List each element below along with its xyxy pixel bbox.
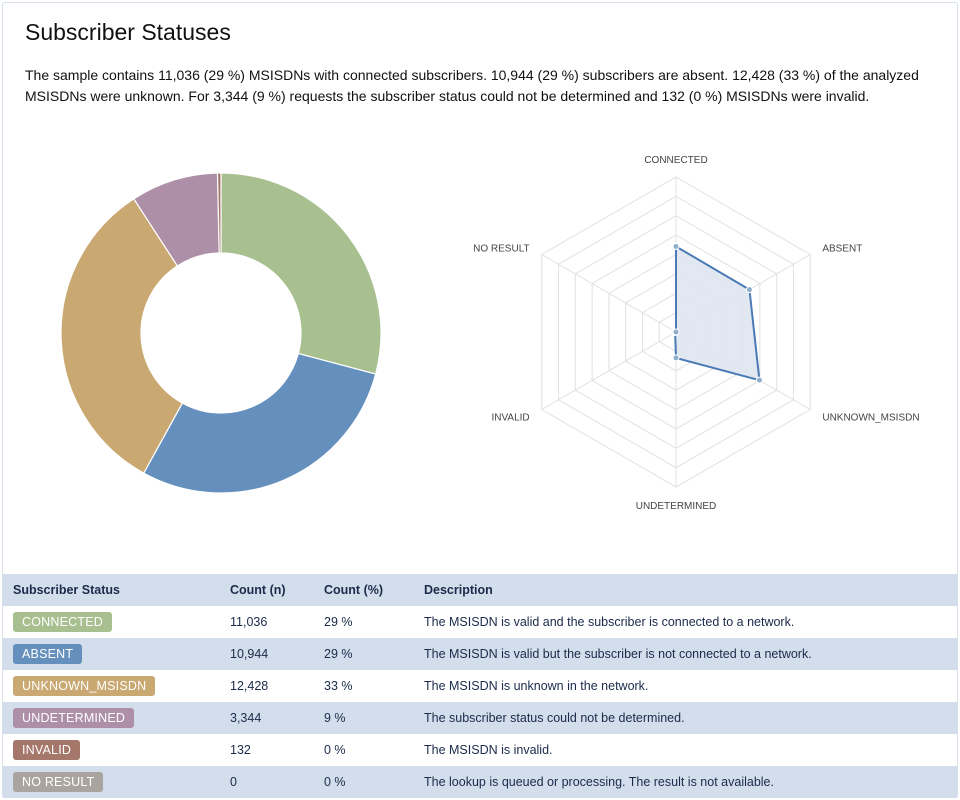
table-row: UNKNOWN_MSISDN 12,428 33 % The MSISDN is… [3, 670, 957, 702]
status-badge: NO RESULT [13, 772, 104, 792]
radar-axis-label: UNDETERMINED [636, 501, 717, 512]
status-badge: ABSENT [13, 644, 83, 664]
donut-slice-absent[interactable] [142, 352, 377, 494]
radar-axis-label: INVALID [491, 413, 529, 424]
radar-series-area [674, 244, 761, 382]
status-cell: INVALID [3, 734, 230, 766]
radar-axis-label: UNKNOWN_MSISDN [822, 413, 919, 424]
donut-slice-invalid[interactable] [216, 172, 222, 254]
radar-axis-label: NO RESULT [473, 244, 530, 255]
table-row: INVALID 132 0 % The MSISDN is invalid. [3, 734, 957, 766]
count-cell: 10,944 [230, 638, 324, 670]
donut-slice-connected[interactable] [220, 172, 382, 375]
percent-cell: 9 % [324, 702, 424, 734]
percent-cell: 33 % [324, 679, 353, 693]
radar-point-no-result[interactable] [672, 328, 680, 336]
table-header-row: Subscriber Status Count (n) Count (%) De… [3, 574, 957, 606]
donut-chart [60, 172, 382, 494]
count-cell: 132 [230, 743, 251, 757]
status-cell: CONNECTED [3, 606, 230, 638]
count-cell: 12,428 [230, 679, 269, 693]
percent-cell: 0 % [324, 766, 424, 798]
radar-axis-label: ABSENT [822, 244, 862, 255]
radar-axis [541, 331, 677, 410]
count-cell: 3,344 [230, 702, 324, 734]
table-row: CONNECTED 11,036 29 % The MSISDN is vali… [3, 606, 957, 638]
description-cell: The MSISDN is unknown in the network. [424, 679, 649, 693]
description-cell: The MSISDN is valid but the subscriber i… [424, 638, 957, 670]
status-cell: ABSENT [3, 638, 230, 670]
percent-cell: 29 % [324, 638, 424, 670]
status-badge: UNDETERMINED [13, 708, 135, 728]
radar-axis [541, 254, 677, 333]
header-percent: Count (%) [324, 574, 424, 606]
header-description: Description [424, 574, 957, 606]
status-badge: INVALID [13, 740, 81, 760]
radar-point-undetermined[interactable] [672, 354, 680, 362]
status-table: Subscriber Status Count (n) Count (%) De… [3, 574, 957, 798]
description-cell: The MSISDN is valid and the subscriber i… [424, 615, 795, 629]
summary-text: The sample contains 11,036 (29 %) MSISDN… [25, 67, 919, 104]
status-cell: UNKNOWN_MSISDN [3, 670, 230, 702]
percent-cell: 0 % [324, 743, 346, 757]
description-cell: The subscriber status could not be deter… [424, 702, 957, 734]
count-cell: 0 [230, 766, 324, 798]
radar-axis-label: CONNECTED [644, 155, 707, 166]
radar-point-unknown-msisdn[interactable] [755, 376, 763, 384]
percent-cell: 29 % [324, 615, 353, 629]
header-status: Subscriber Status [3, 574, 230, 606]
radar-chart: CONNECTED ABSENT UNKNOWN_MSISDN UNDETERMINE… [473, 155, 919, 512]
description-cell: The MSISDN is invalid. [424, 743, 553, 757]
radar-point-absent[interactable] [745, 286, 753, 294]
table-row: NO RESULT 0 0 % The lookup is queued or … [3, 766, 957, 798]
page-title: Subscriber Statuses [25, 19, 231, 45]
table-row: ABSENT 10,944 29 % The MSISDN is valid b… [3, 638, 957, 670]
status-badge: UNKNOWN_MSISDN [13, 676, 156, 696]
radar-point-connected[interactable] [672, 242, 680, 250]
status-badge: CONNECTED [13, 612, 112, 632]
status-cell: NO RESULT [3, 766, 230, 798]
description-cell: The lookup is queued or processing. The … [424, 766, 957, 798]
donut-slice-unknown-msisdn[interactable] [60, 198, 184, 474]
count-cell: 11,036 [230, 615, 268, 629]
header-count: Count (n) [230, 574, 324, 606]
table-row: UNDETERMINED 3,344 9 % The subscriber st… [3, 702, 957, 734]
status-cell: UNDETERMINED [3, 702, 230, 734]
